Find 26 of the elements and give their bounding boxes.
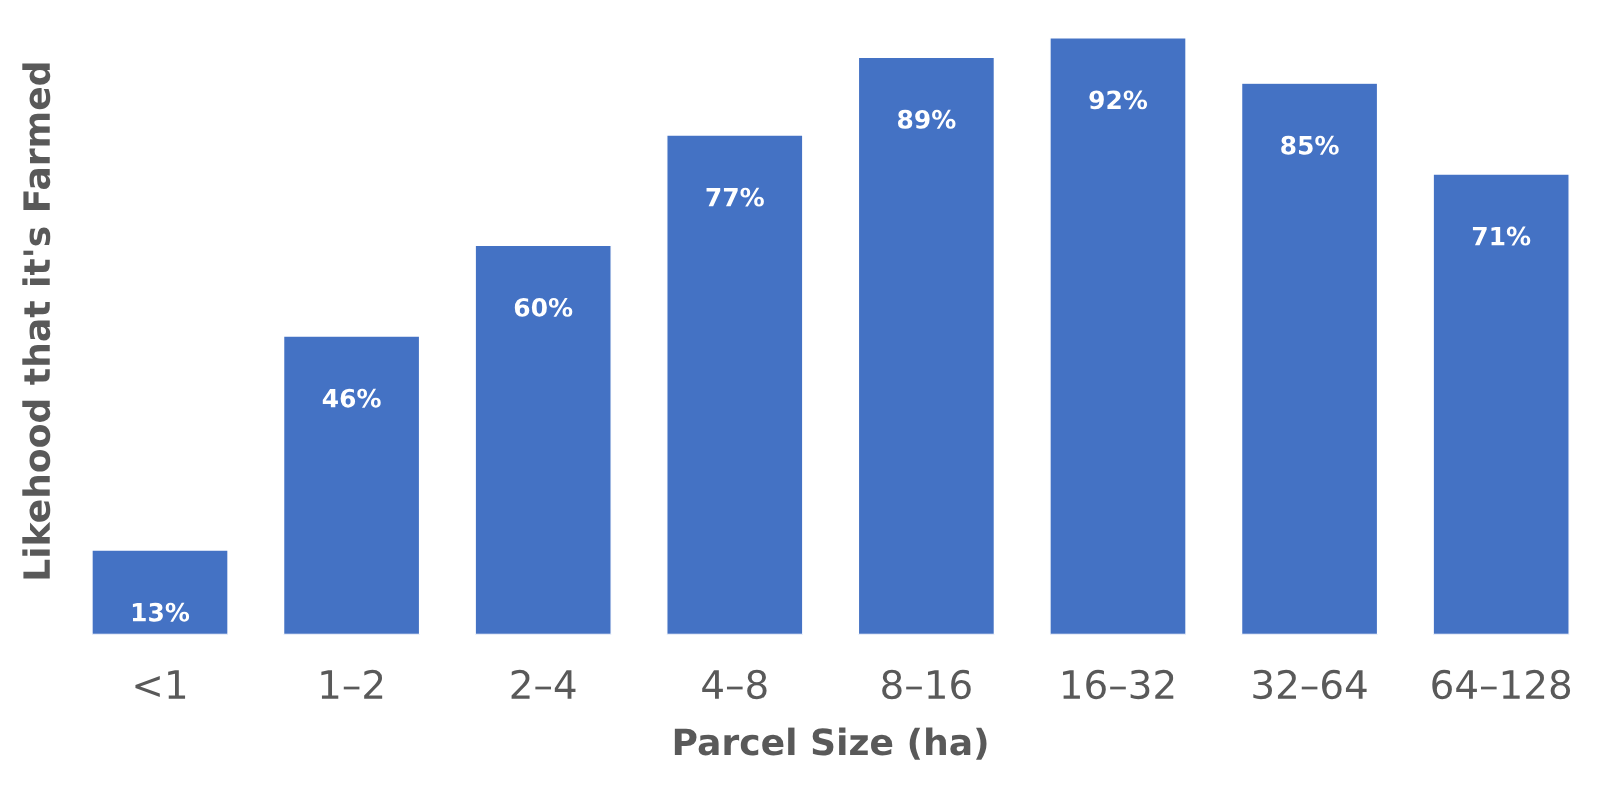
data-label: 77% <box>706 187 764 207</box>
data-label: 13% <box>132 602 190 622</box>
x-tick-label: 32–64 <box>1253 669 1367 700</box>
x-tick-label: 1–2 <box>321 669 383 699</box>
bar <box>1240 82 1379 635</box>
data-label: 60% <box>514 297 573 317</box>
data-label: 85% <box>1281 135 1339 155</box>
bar <box>91 549 229 635</box>
data-label: 71% <box>1472 226 1531 246</box>
data-label: 89% <box>897 109 956 129</box>
x-tick-label: 2–4 <box>511 669 576 699</box>
x-tick-label: 64–128 <box>1432 669 1571 700</box>
data-label: 46% <box>322 388 381 408</box>
y-axis-title: Likehood that it's Farmed <box>22 63 51 579</box>
x-axis-title: Parcel Size (ha) <box>674 727 987 760</box>
bar <box>666 134 804 635</box>
data-label: 92% <box>1089 90 1148 110</box>
bar <box>282 335 421 635</box>
x-tick-label: <1 <box>135 670 186 699</box>
bar <box>474 244 612 635</box>
bar <box>1432 173 1570 635</box>
x-tick-label: 4–8 <box>702 669 767 700</box>
x-tick-label: 16–32 <box>1063 669 1174 700</box>
bar <box>857 56 996 635</box>
bar <box>1049 37 1187 635</box>
x-tick-label: 8–16 <box>882 669 971 700</box>
